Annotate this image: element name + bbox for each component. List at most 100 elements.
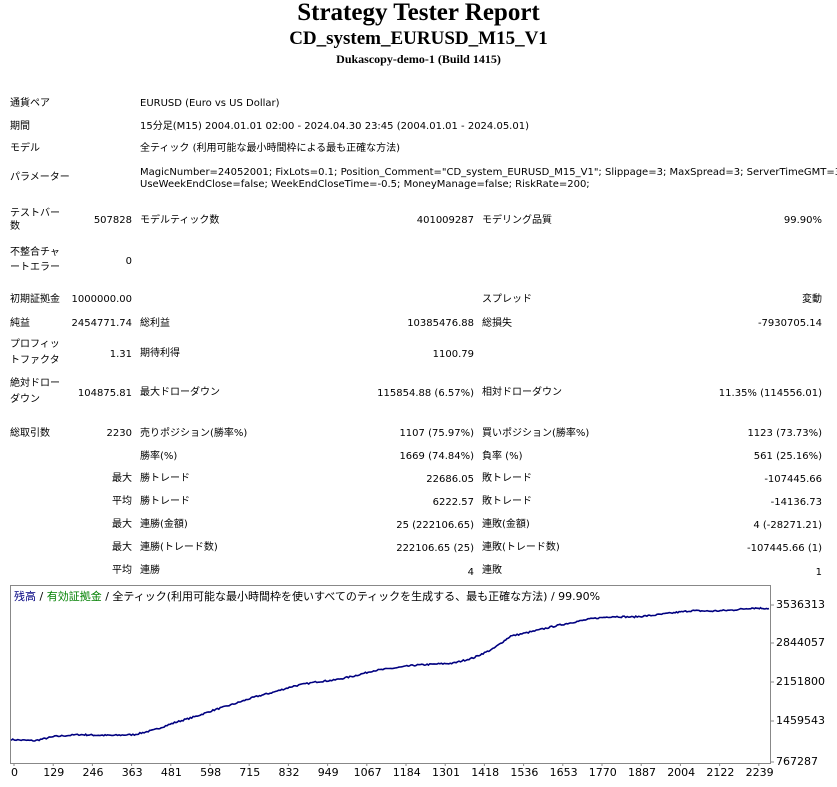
model-value: 全ティック (利用可能な最小時間枠による最も正確な方法) bbox=[140, 143, 401, 154]
deposit-label: 初期証拠金 bbox=[10, 294, 60, 305]
largest-win-value: 22686.05 bbox=[426, 474, 474, 485]
chart-legend: 残高 / 有効証拠金 / 全ティック(利用可能な最小時間枠を使いすべてのティック… bbox=[14, 590, 600, 604]
long-positions-label: 買いポジション(勝率%) bbox=[482, 428, 590, 439]
max-consec-losses-value: 4 (-28271.21) bbox=[753, 520, 822, 531]
gross-profit-label: 総利益 bbox=[140, 318, 170, 329]
ticks-value: 401009287 bbox=[416, 215, 474, 226]
x-tick-label: 2122 bbox=[706, 766, 735, 779]
x-tick-label: 1301 bbox=[432, 766, 460, 779]
x-tick-label: 1536 bbox=[510, 766, 539, 779]
gross-loss-value: -7930705.14 bbox=[757, 318, 822, 329]
quality-value: 99.90% bbox=[783, 215, 822, 226]
long-positions-value: 1123 (73.73%) bbox=[747, 428, 822, 439]
x-tick-label: 1418 bbox=[471, 766, 500, 779]
largest-loss-value: -107445.66 bbox=[764, 474, 822, 485]
max-consec-wins-value: 25 (222106.65) bbox=[396, 520, 474, 531]
x-tick-label: 832 bbox=[278, 766, 300, 779]
y-tick-label: 2151800 bbox=[776, 675, 825, 688]
win-rate-label: 勝率(%) bbox=[140, 451, 178, 462]
net-value: 2454771.74 bbox=[71, 318, 132, 329]
quality-label: モデリング品質 bbox=[482, 215, 552, 226]
avg-consec-wins-value: 4 bbox=[467, 567, 474, 578]
legend-model-quality: 全ティック(利用可能な最小時間枠を使いすべてのティックを生成する、最も正確な方法… bbox=[112, 590, 601, 603]
period-value: 15分足(M15) 2004.01.01 02:00 - 2024.04.30 … bbox=[140, 121, 529, 132]
rel-drawdown-value: 11.35% (114556.01) bbox=[718, 388, 822, 399]
bars-label-1: テストバー bbox=[10, 208, 60, 219]
server-build: Dukascopy-demo-1 (Build 1415) bbox=[336, 52, 501, 66]
largest-loss-label: 敗トレード bbox=[482, 473, 532, 484]
max-consec-wins-label: 連勝(金額) bbox=[140, 519, 188, 530]
legend-balance: 残高 bbox=[14, 590, 36, 603]
x-tick-label: 481 bbox=[160, 766, 182, 779]
gross-loss-label: 総損失 bbox=[482, 318, 512, 329]
x-tick-label: 598 bbox=[200, 766, 222, 779]
y-tick-label: 1459543 bbox=[776, 714, 825, 727]
avg-loss-value: -14136.73 bbox=[770, 497, 822, 508]
abs-drawdown-value: 104875.81 bbox=[77, 388, 132, 399]
mismatch-value: 0 bbox=[125, 256, 132, 267]
params-label: パラメーター bbox=[10, 172, 70, 183]
max-consec-loss-label: 連敗(トレード数) bbox=[482, 542, 560, 553]
mismatch-label-2: ートエラー bbox=[10, 262, 60, 273]
profit-factor-label-2: トファクタ bbox=[10, 355, 60, 366]
trades-label: 総取引数 bbox=[10, 428, 50, 439]
profit-factor-label-1: プロフィッ bbox=[10, 339, 60, 350]
avg-consec-label: 平均 bbox=[112, 565, 132, 576]
spread-label: スプレッド bbox=[482, 294, 532, 305]
symbol-value: EURUSD (Euro vs US Dollar) bbox=[140, 98, 280, 109]
ticks-label: モデルティック数 bbox=[140, 215, 220, 226]
balance-line bbox=[10, 606, 770, 742]
period-label: 期間 bbox=[10, 121, 30, 132]
spread-value: 変動 bbox=[802, 294, 822, 305]
net-label: 純益 bbox=[10, 318, 30, 329]
payoff-value: 1100.79 bbox=[432, 349, 474, 360]
abs-drawdown-label-1: 絶対ドロー bbox=[10, 378, 60, 389]
report-title: Strategy Tester Report bbox=[297, 0, 540, 26]
win-rate-value: 1669 (74.84%) bbox=[399, 451, 474, 462]
legend-equity: 有効証拠金 bbox=[46, 590, 102, 603]
avg-win-value: 6222.57 bbox=[432, 497, 474, 508]
rel-drawdown-label: 相対ドローダウン bbox=[482, 387, 562, 398]
x-tick-label: 1887 bbox=[628, 766, 656, 779]
max-consec-losses-label: 連敗(金額) bbox=[482, 519, 530, 530]
bars-label-2: 数 bbox=[10, 221, 20, 232]
y-tick-label: 3536313 bbox=[776, 598, 825, 611]
max-drawdown-value: 115854.88 (6.57%) bbox=[377, 388, 474, 399]
x-tick-label: 715 bbox=[239, 766, 261, 779]
avg-win-label: 勝トレード bbox=[140, 496, 190, 507]
y-tick-label: 2844057 bbox=[776, 636, 825, 649]
legend-separator: / bbox=[36, 590, 47, 603]
average-label: 平均 bbox=[112, 496, 132, 507]
avg-consec-losses-label: 連敗 bbox=[482, 565, 502, 576]
loss-rate-label: 負率 (%) bbox=[482, 451, 523, 462]
report-subtitle: CD_system_EURUSD_M15_V1 bbox=[289, 28, 548, 49]
x-tick-label: 1770 bbox=[588, 766, 617, 779]
x-tick-label: 129 bbox=[43, 766, 65, 779]
x-tick-label: 246 bbox=[82, 766, 104, 779]
loss-rate-value: 561 (25.16%) bbox=[753, 451, 822, 462]
params-line-1: MagicNumber=24052001; FixLots=0.1; Posit… bbox=[140, 167, 837, 178]
x-tick-label: 2239 bbox=[745, 766, 774, 779]
x-tick-label: 363 bbox=[121, 766, 143, 779]
largest-label: 最大 bbox=[112, 473, 132, 484]
payoff-label: 期待利得 bbox=[140, 348, 180, 359]
avg-consec-losses-value: 1 bbox=[815, 567, 822, 578]
x-tick-label: 949 bbox=[317, 766, 339, 779]
symbol-label: 通貨ペア bbox=[10, 98, 50, 109]
model-label: モデル bbox=[10, 143, 40, 154]
x-tick-label: 1653 bbox=[549, 766, 578, 779]
deposit-value: 1000000.00 bbox=[71, 294, 132, 305]
max-consec-profit-label: 連勝(トレード数) bbox=[140, 542, 218, 553]
max-consec-loss-value: -107445.66 (1) bbox=[746, 543, 822, 554]
max-consec-label: 最大 bbox=[112, 519, 132, 530]
gross-profit-value: 10385476.88 bbox=[407, 318, 474, 329]
trades-value: 2230 bbox=[106, 428, 132, 439]
max-drawdown-label: 最大ドローダウン bbox=[140, 387, 220, 398]
max-consec-profit-value: 222106.65 (25) bbox=[396, 543, 474, 554]
largest-win-label: 勝トレード bbox=[140, 473, 190, 484]
short-positions-label: 売りポジション(勝率%) bbox=[140, 428, 248, 439]
legend-separator: / bbox=[101, 590, 113, 603]
mismatch-label-1: 不整合チャ bbox=[10, 247, 60, 258]
x-tick-label: 0 bbox=[11, 766, 18, 779]
